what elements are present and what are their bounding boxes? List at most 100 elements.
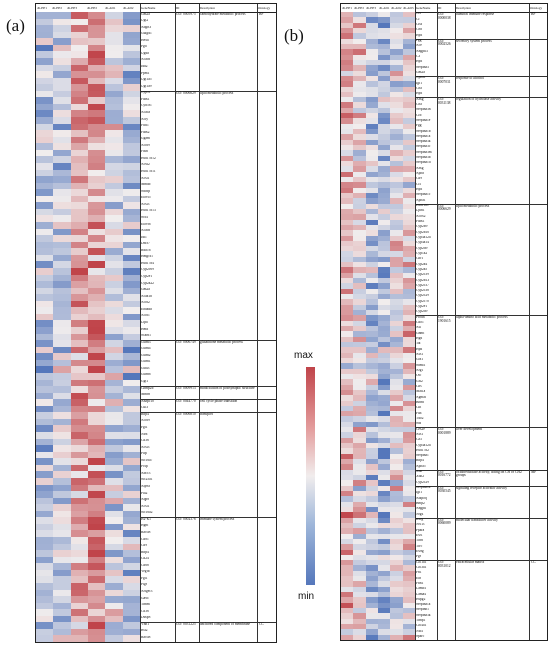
heatmap-cell: [378, 368, 391, 375]
heatmap-cell: [122, 117, 141, 124]
heatmap-cell: [341, 224, 354, 231]
heatmap-cell: [353, 411, 366, 417]
heatmap-cell: [378, 373, 391, 380]
heatmap-cell: [122, 143, 141, 151]
heatmap-cell: [378, 118, 391, 125]
heatmap-cell: [378, 43, 391, 50]
heatmap-cell: [402, 123, 416, 130]
heatmap-cell: [341, 38, 354, 45]
heatmap-cell: [365, 448, 379, 455]
heatmap-cell: [402, 43, 416, 50]
heatmap-cell: [353, 629, 366, 635]
heatmap-cell: [341, 512, 354, 518]
heatmap-cell: [36, 582, 54, 590]
heatmap-cell: [53, 300, 71, 308]
heatmap-cell: [88, 294, 106, 302]
heatmap-cell: [390, 129, 403, 135]
gene-name: Chmp2b: [141, 386, 154, 390]
heatmap-cell: [365, 139, 379, 146]
heatmap-cell: [390, 166, 403, 172]
heatmap-cell: [105, 228, 123, 236]
heatmap-cell: [122, 215, 141, 223]
gene-name: C3: [416, 55, 421, 58]
heatmap-cell: [378, 506, 391, 513]
heatmap-cell: [36, 261, 54, 269]
gene-name: Anapc10: [141, 399, 154, 403]
heatmap-cell: [378, 17, 391, 23]
heatmap-cell: [341, 176, 354, 183]
heatmap-cell: [390, 554, 403, 561]
gene-name: Ace: [416, 44, 422, 48]
heatmap-cell: [353, 613, 366, 619]
heatmap-cell: [88, 208, 106, 216]
heatmap-cell: [70, 57, 89, 65]
heatmap-cell: [36, 432, 54, 439]
heatmap-cell: [53, 176, 71, 183]
heatmap-cell: [88, 458, 106, 466]
heatmap-cell: [402, 203, 416, 210]
heatmap-cell: [353, 437, 366, 444]
heatmap-cell: [402, 75, 416, 82]
gene-name: Idh2: [141, 65, 148, 69]
gene-name: Abcc3: [141, 471, 151, 475]
heatmap-cell: [378, 203, 391, 210]
heatmap-cell: [341, 506, 354, 513]
gene-name: Cyp2c69: [141, 268, 154, 272]
heatmap-cell: [70, 418, 89, 426]
heatmap-cell: [341, 570, 354, 577]
heatmap-cell: [88, 77, 106, 85]
heatmap-cell: [378, 288, 391, 295]
heatmap-cell: [70, 215, 89, 223]
gene-name: Cbs: [416, 384, 422, 388]
heatmap-cell: [341, 549, 354, 556]
heatmap-cell: [105, 432, 123, 439]
heatmap-cell: [53, 25, 71, 32]
heatmap-cell: [378, 102, 391, 109]
group-divider: [140, 622, 276, 623]
heatmap-cell: [70, 123, 89, 131]
heatmap-cell: [53, 274, 71, 282]
heatmap-cell: [353, 544, 366, 550]
heatmap-cell: [378, 208, 391, 215]
heatmap-cell: [353, 373, 366, 380]
heatmap-cell: [36, 379, 54, 387]
heatmap-cell: [36, 313, 54, 321]
heatmap-cell: [105, 208, 123, 216]
heatmap-cell: [36, 241, 54, 249]
heatmap-cell: [105, 497, 123, 505]
heatmap-cell: [353, 86, 366, 93]
heatmap-cell: [378, 586, 391, 593]
heatmap-cell: [365, 33, 379, 39]
heatmap-cell: [122, 458, 141, 466]
heatmap-cell: [36, 497, 54, 505]
gene-name: Cyp1a2: [416, 251, 428, 255]
heatmap-cell: [390, 576, 403, 582]
heatmap-cell: [341, 485, 354, 492]
heatmap-cell: [365, 171, 379, 178]
heatmap-cell: [122, 12, 141, 19]
gene-name: Angptl: [416, 507, 426, 511]
heatmap-cell: [390, 81, 403, 87]
heatmap-cell: [36, 405, 54, 413]
heatmap-cell: [390, 214, 403, 220]
heatmap-cell: [402, 22, 416, 29]
heatmap-cell: [365, 517, 379, 524]
heatmap-cell: [36, 208, 54, 216]
gene-name: Fgl1: [141, 576, 148, 580]
heatmap-cell: [105, 399, 123, 407]
heatmap-cell: [105, 346, 123, 354]
heatmap-cell: [402, 336, 416, 343]
heatmap-cell: [378, 304, 391, 311]
heatmap-cell: [390, 512, 403, 518]
heatmap-cell: [36, 287, 54, 295]
heatmap-cell: [378, 517, 391, 524]
heatmap-cell: [70, 208, 89, 216]
gene-name: Acot2: [141, 301, 150, 305]
heatmap-cell: [402, 107, 416, 114]
heatmap-cell: [353, 256, 366, 263]
heatmap-cell: [390, 379, 403, 385]
gene-name: Tat: [416, 342, 421, 346]
heatmap-cell: [70, 267, 89, 275]
heatmap-cell: [353, 448, 366, 455]
heatmap-cell: [88, 123, 106, 131]
